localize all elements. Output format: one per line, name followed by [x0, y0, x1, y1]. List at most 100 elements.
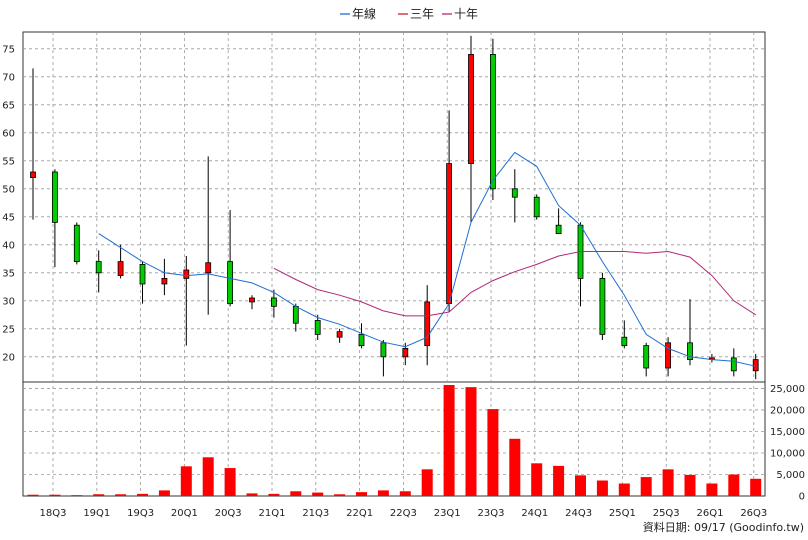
- volume-tick-label: 15,000: [770, 427, 805, 438]
- candle-body: [161, 277, 168, 285]
- x-tick-label: 23Q3: [478, 508, 505, 519]
- volume-bar: [290, 491, 302, 496]
- candle-body: [752, 359, 759, 372]
- x-tick-label: 26Q1: [697, 508, 724, 519]
- candle-body: [511, 188, 518, 198]
- legend: 年線 三年 十年: [340, 6, 478, 21]
- candle-body: [314, 319, 321, 335]
- volume-tick-label: 0: [799, 492, 805, 503]
- volume-bar: [487, 409, 499, 496]
- candle-body: [687, 342, 693, 360]
- volume-bar: [115, 494, 127, 496]
- grid: [23, 32, 765, 496]
- candle-body: [249, 297, 255, 303]
- candle-body: [555, 224, 562, 234]
- volume-bar: [268, 493, 280, 496]
- x-tick-label: 19Q1: [83, 508, 110, 519]
- candle-body: [358, 333, 365, 346]
- volume-bar: [93, 494, 105, 496]
- x-tick-label: 24Q3: [565, 508, 592, 519]
- volume-bar: [224, 468, 236, 496]
- price-tick-label: 45: [2, 212, 15, 223]
- volume-bar: [421, 469, 433, 496]
- price-tick-label: 60: [2, 128, 15, 139]
- x-tick-label: 20Q3: [215, 508, 242, 519]
- volume-bar: [27, 494, 39, 496]
- price-tick-label: 40: [2, 240, 15, 251]
- volume-bar: [684, 474, 696, 496]
- candle-body: [599, 277, 606, 335]
- candle-body: [270, 297, 277, 307]
- candle-body: [402, 347, 409, 358]
- three-year-line: [273, 250, 756, 317]
- legend-label: 三年: [410, 7, 434, 21]
- volume-bar: [553, 465, 565, 496]
- credit: 資料日期: 09/17 (Goodinfo.tw): [643, 520, 804, 534]
- volume-bar: [71, 495, 83, 496]
- volume-bar: [509, 438, 521, 496]
- x-tick-label: 25Q3: [653, 508, 680, 519]
- price-tick-label: 35: [2, 268, 15, 279]
- x-tick-label: 18Q3: [40, 508, 67, 519]
- legend-label: 十年: [454, 7, 478, 21]
- candle-body: [139, 263, 146, 285]
- candle-body: [533, 196, 540, 218]
- volume-bar: [465, 387, 477, 496]
- x-tick-label: 26Q3: [740, 508, 767, 519]
- price-tick-label: 30: [2, 296, 15, 307]
- x-tick-label: 22Q1: [346, 508, 373, 519]
- candle-body: [227, 261, 234, 305]
- price-tick-label: 70: [2, 72, 15, 83]
- candle-body: [665, 342, 671, 369]
- x-tick-label: 19Q3: [127, 508, 154, 519]
- volume-tick-label: 20,000: [770, 405, 805, 416]
- price-tick-label: 20: [2, 352, 15, 363]
- volume-bars: [27, 385, 762, 496]
- volume-bar: [662, 469, 674, 496]
- candle-body: [183, 269, 190, 279]
- candle-body: [621, 336, 628, 347]
- volume-bar: [377, 490, 389, 496]
- candle-body: [424, 301, 431, 347]
- candle-body: [730, 357, 737, 372]
- volume-bar: [158, 490, 170, 496]
- x-tick-label: 24Q1: [521, 508, 548, 519]
- volume-tick-label: 10,000: [770, 448, 805, 459]
- candle-body: [643, 345, 650, 369]
- x-tick-label: 21Q3: [302, 508, 329, 519]
- candle-body: [52, 171, 58, 223]
- candle-body: [117, 261, 124, 277]
- volume-tick-label: 5,000: [776, 470, 805, 481]
- volume-tick-label: 25,000: [770, 384, 805, 395]
- volume-bar: [596, 480, 608, 496]
- volume-bar: [334, 494, 346, 496]
- price-tick-label: 50: [2, 184, 15, 195]
- volume-plot-area: [22, 381, 766, 497]
- volume-bar: [137, 493, 148, 496]
- candle-body: [489, 54, 496, 190]
- volume-bar: [443, 385, 455, 496]
- x-tick-label: 21Q1: [259, 508, 286, 519]
- candle-body: [30, 171, 36, 178]
- price-tick-label: 55: [2, 156, 15, 167]
- candle-body: [95, 261, 102, 274]
- volume-bar: [750, 478, 762, 496]
- x-tick-label: 20Q1: [171, 508, 198, 519]
- x-axis: 18Q3 19Q1 19Q3 20Q1 20Q3 21Q1 21Q3 22Q1 22Q3 23Q1…: [40, 508, 768, 519]
- candle-body: [380, 342, 387, 358]
- x-tick-label: 23Q1: [434, 508, 461, 519]
- price-tick-label: 65: [2, 100, 15, 111]
- price-axis: 20 25 30 35 40 45 50 55 60 65 70 75: [2, 44, 15, 363]
- volume-bar: [618, 483, 630, 496]
- volume-bar: [531, 463, 543, 496]
- volume-bar: [180, 466, 192, 496]
- volume-bar: [728, 474, 740, 496]
- volume-bar: [356, 492, 367, 496]
- candle-body: [336, 331, 343, 338]
- price-tick-label: 25: [2, 324, 15, 335]
- x-tick-label: 25Q1: [609, 508, 636, 519]
- candle-body: [468, 54, 474, 164]
- volume-bar: [706, 483, 718, 496]
- moving-average-lines: [98, 151, 756, 367]
